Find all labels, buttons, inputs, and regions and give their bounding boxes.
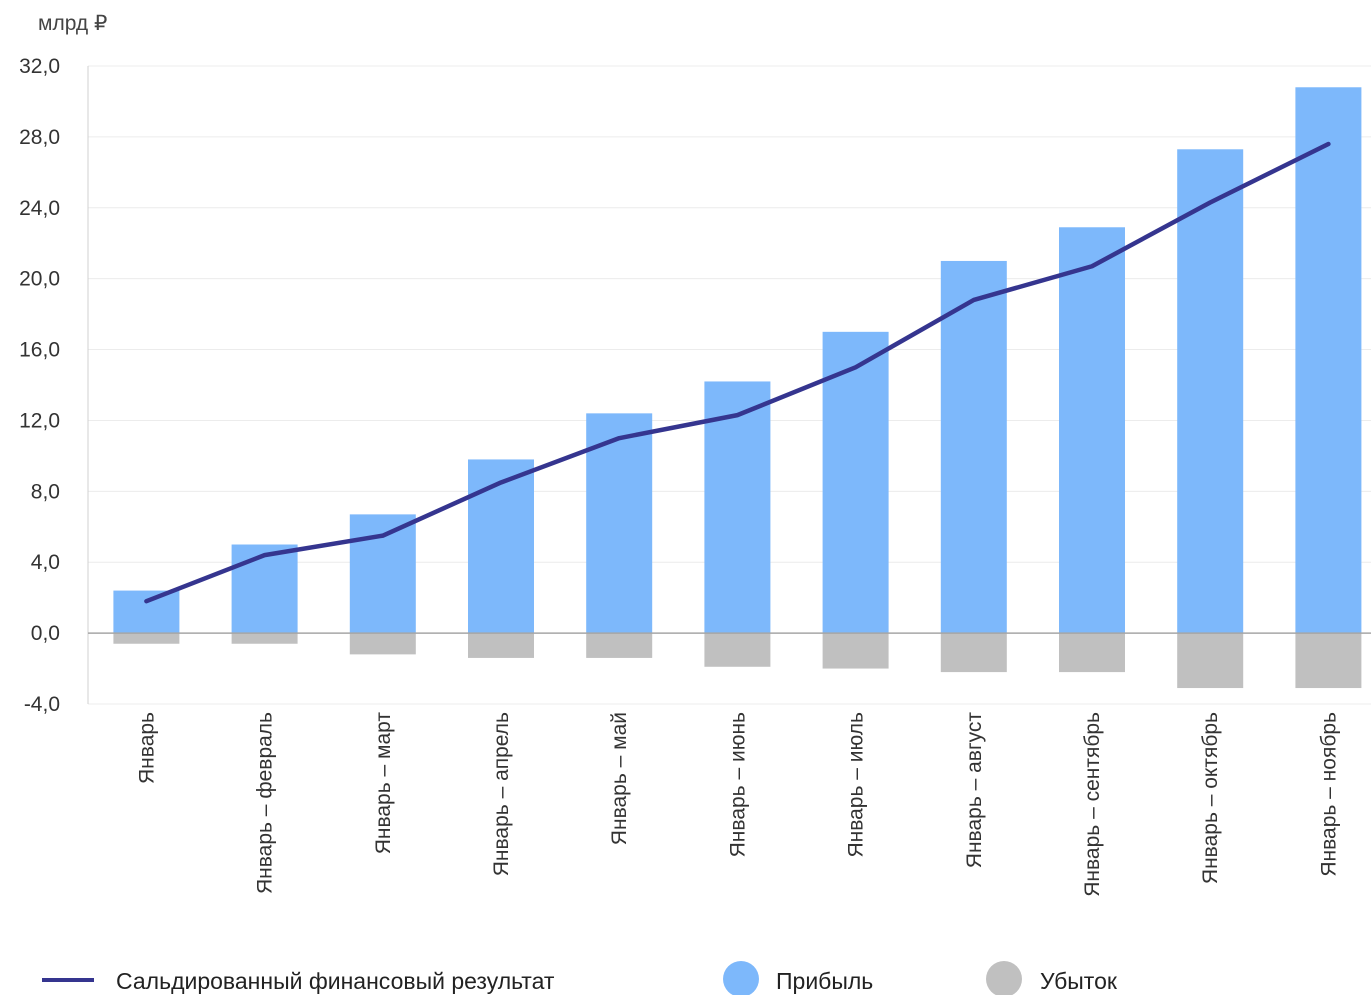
y-tick-label: 8,0 (31, 480, 60, 503)
x-tick-label: Январь – апрель (490, 712, 513, 876)
gridlines (88, 65, 1371, 705)
bar-loss (1059, 633, 1125, 673)
x-tick-label: Январь – июнь (726, 712, 749, 857)
x-tick-label: Январь – март (372, 712, 395, 855)
bar-profit (468, 459, 534, 634)
bar-loss (349, 633, 416, 655)
x-tick-labels: Январь Январь – февраль Январь – март Январ… (135, 712, 1340, 897)
x-tick-label: Январь – сентябрь (1081, 712, 1104, 897)
y-axis-unit-label: млрд ₽ (38, 12, 107, 35)
bars (113, 87, 1362, 689)
x-tick-label: Январь (135, 712, 158, 784)
bar-profit (349, 514, 416, 634)
legend-label-loss: Убыток (1040, 968, 1118, 994)
legend-item-balance: Сальдированный финансовый результат (42, 968, 555, 994)
y-tick-label: 24,0 (19, 197, 60, 220)
legend-label-balance: Сальдированный финансовый результат (116, 968, 555, 994)
y-tick-label: -4,0 (24, 693, 60, 716)
bar-profit (1059, 227, 1125, 634)
line-series (144, 141, 1331, 604)
y-tick-label: 0,0 (31, 622, 60, 645)
bar-loss (704, 633, 771, 667)
y-tick-label: 4,0 (31, 551, 60, 574)
y-tick-label: 12,0 (19, 409, 60, 432)
bar-loss (1295, 633, 1362, 689)
bar-profit (704, 381, 771, 634)
axes (87, 66, 1371, 704)
x-tick-label: Январь – июль (845, 712, 868, 858)
bar-profit (231, 544, 298, 634)
y-tick-label: 28,0 (19, 126, 60, 149)
legend-item-loss: Убыток (986, 961, 1118, 995)
y-tick-label: 20,0 (19, 268, 60, 291)
bar-loss (231, 633, 298, 644)
bar-loss (822, 633, 889, 669)
y-tick-label: 32,0 (19, 55, 60, 78)
bar-loss (468, 633, 534, 658)
legend-item-profit: Прибыль (723, 961, 873, 995)
x-tick-label: Январь – август (963, 712, 986, 869)
balance-line (144, 141, 1331, 604)
legend-dot-swatch (723, 961, 759, 995)
bar-loss (940, 633, 1007, 673)
x-tick-label: Январь – октябрь (1199, 712, 1222, 884)
bar-loss (113, 633, 180, 644)
bar-profit (940, 260, 1007, 634)
legend-dot-swatch (986, 961, 1022, 995)
x-tick-label: Январь – май (608, 712, 631, 845)
bar-profit (822, 331, 889, 634)
bar-loss (1177, 633, 1244, 689)
bar-profit (1177, 149, 1244, 634)
y-tick-label: 16,0 (19, 339, 60, 362)
bar-profit (586, 413, 653, 634)
bar-loss (586, 633, 653, 658)
y-tick-labels: -4,0 0,0 4,0 8,0 12,0 16,0 20,0 24,0 28,0 32,0 (19, 55, 60, 716)
x-tick-label: Январь – ноябрь (1317, 712, 1340, 877)
legend: Сальдированный финансовый результат Приб… (42, 961, 1118, 995)
bar-profit (1295, 87, 1362, 634)
x-tick-label: Январь – февраль (254, 712, 277, 894)
legend-label-profit: Прибыль (776, 968, 873, 994)
bar-profit (113, 590, 180, 634)
